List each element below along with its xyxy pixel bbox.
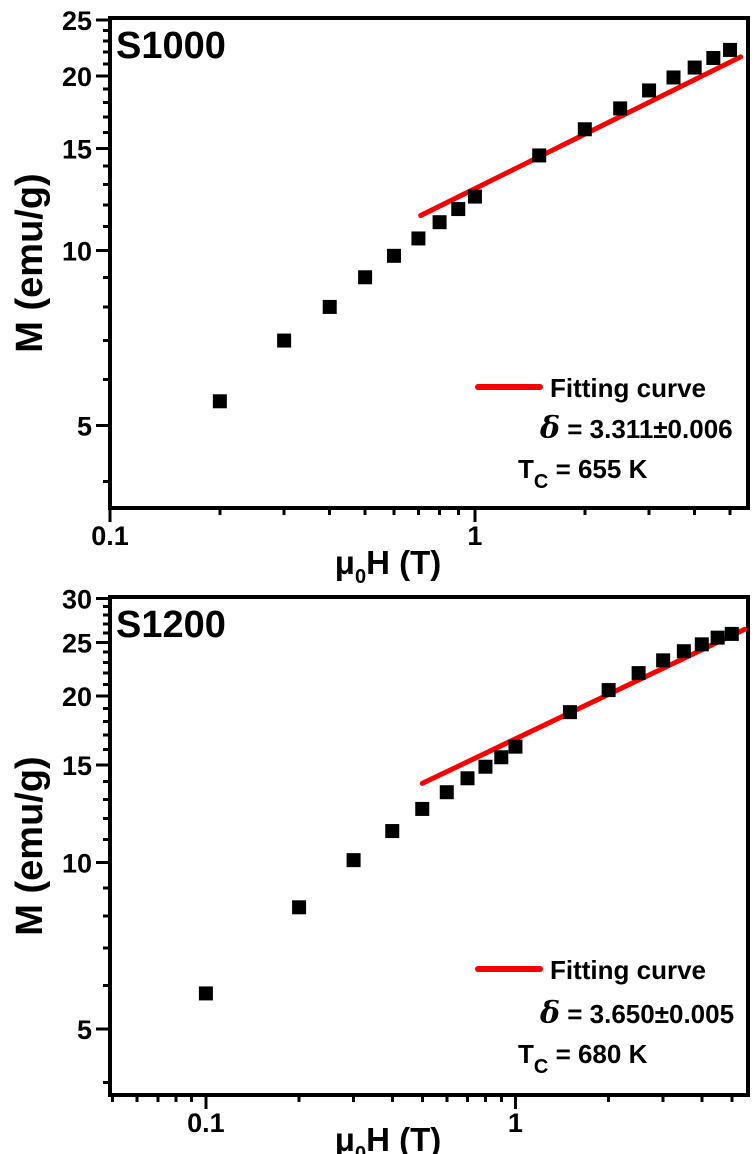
panel-s1200: 0.1 1 30 25 20 15 10 5 S1200 μ0H (T) M (emu/g) Fitt… <box>9 585 750 1154</box>
data-point <box>467 189 482 204</box>
legend-label: Fitting curve <box>550 373 706 403</box>
data-point <box>724 626 739 641</box>
data-point <box>676 644 691 659</box>
data-point <box>642 83 657 98</box>
x-axis-title-mu: μ <box>335 1121 355 1154</box>
x-tick-label: 0.1 <box>187 1108 225 1138</box>
data-point <box>386 248 401 263</box>
tc-base: T <box>518 1039 534 1069</box>
data-point <box>292 900 307 915</box>
data-point <box>346 853 361 868</box>
tc-subscript: C <box>534 471 548 493</box>
panel-title: S1200 <box>116 604 226 646</box>
tc-value-text: = 655 K <box>548 454 647 484</box>
data-point <box>451 202 466 217</box>
x-tick-label: 1 <box>508 1108 523 1138</box>
data-point <box>577 122 592 137</box>
delta-value-text: = 3.311±0.006 <box>560 414 733 444</box>
data-point <box>277 333 292 348</box>
data-point <box>613 101 628 116</box>
x-axis-title-sub: 0 <box>355 566 366 588</box>
x-axis-title-rest: H (T) <box>366 544 441 581</box>
x-axis-title-rest: H (T) <box>366 1121 441 1154</box>
data-point <box>322 299 337 314</box>
y-tick-label: 20 <box>62 682 92 712</box>
x-axis-title-sub: 0 <box>355 1143 366 1154</box>
x-axis-title: μ0H (T) <box>335 1121 441 1154</box>
data-point <box>656 653 671 668</box>
data-point <box>478 759 493 774</box>
data-point <box>358 270 373 285</box>
y-axis-title: M (emu/g) <box>9 756 51 935</box>
data-point <box>508 739 523 754</box>
delta-annotation: δ = 3.311±0.006 <box>539 411 733 446</box>
data-point <box>411 231 426 246</box>
y-tick-label: 25 <box>62 628 92 658</box>
y-tick-label: 30 <box>62 585 92 615</box>
y-tick-label: 15 <box>62 751 92 781</box>
tc-annotation: TC = 680 K <box>518 1039 648 1078</box>
data-point <box>666 70 681 85</box>
delta-value-text: = 3.650±0.005 <box>560 999 734 1029</box>
data-point <box>494 750 509 765</box>
delta-symbol: δ <box>539 411 560 446</box>
tc-annotation: TC = 655 K <box>518 454 648 493</box>
data-point <box>694 637 709 652</box>
data-point <box>710 630 725 645</box>
x-axis-title-mu: μ <box>335 544 355 581</box>
data-point <box>706 50 721 65</box>
y-tick-label: 20 <box>62 62 92 92</box>
plot-frame <box>108 595 750 1097</box>
x-tick-label: 0.1 <box>91 521 129 551</box>
data-point <box>687 60 702 75</box>
y-tick-label: 25 <box>62 6 92 36</box>
data-point <box>631 666 646 681</box>
y-tick-label: 10 <box>62 237 92 267</box>
fit-line <box>419 626 748 786</box>
tc-subscript: C <box>534 1056 548 1078</box>
y-axis-title: M (emu/g) <box>9 173 51 352</box>
tc-value-text: = 680 K <box>548 1039 647 1069</box>
data-point <box>723 42 738 57</box>
x-tick-label: 1 <box>467 521 482 551</box>
data-point <box>432 215 447 230</box>
data-point <box>532 148 547 163</box>
data-point <box>212 394 227 409</box>
panel-s1000: 0.1 1 25 20 15 10 5 S1000 μ0H (T) M (emu/g) Fittin… <box>9 6 750 588</box>
delta-annotation: δ = 3.650±0.005 <box>539 996 734 1031</box>
plot-frame <box>108 16 750 510</box>
data-point <box>460 771 475 786</box>
data-point <box>198 986 213 1001</box>
panel-title: S1000 <box>116 25 226 67</box>
data-point <box>439 785 454 800</box>
delta-symbol: δ <box>539 996 560 1031</box>
data-point <box>562 705 577 720</box>
data-point <box>601 683 616 698</box>
tc-base: T <box>518 454 534 484</box>
data-point <box>415 801 430 816</box>
y-tick-label: 5 <box>77 1015 92 1045</box>
y-tick-label: 15 <box>62 135 92 165</box>
y-tick-label: 10 <box>62 849 92 879</box>
x-axis-title: μ0H (T) <box>335 544 441 588</box>
legend-label: Fitting curve <box>550 955 706 985</box>
data-point <box>385 824 400 839</box>
y-tick-label: 5 <box>77 411 92 441</box>
